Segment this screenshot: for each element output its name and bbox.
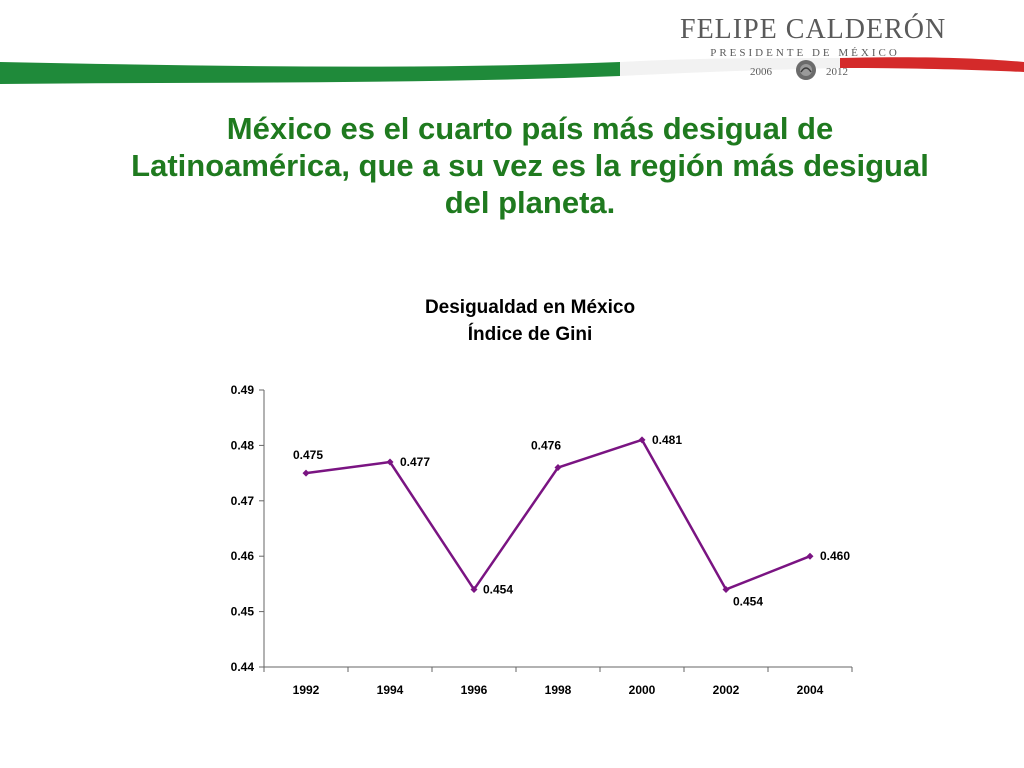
chart-title-main: Desigualdad en México: [424, 297, 636, 318]
x-tick-label: 1996: [461, 683, 488, 697]
data-label: 0.454: [733, 594, 763, 608]
band-green: [0, 62, 620, 84]
series-line: [305, 438, 811, 592]
x-tick-label: 2004: [797, 683, 824, 697]
slide-title-line-2: Latinoamérica, que a su vez es la región…: [131, 148, 929, 183]
chart-subtitle: Índice de Gini: [467, 324, 593, 345]
y-tick-label: 0.46: [231, 549, 255, 563]
x-tick-label: 1994: [377, 683, 404, 697]
brand-role: PRESIDENTE DE MÉXICO: [710, 47, 900, 59]
data-label: 0.476: [531, 439, 561, 453]
slide-title-line-1: México es el cuarto país más desigual de: [226, 111, 834, 146]
year-end: 2012: [826, 66, 848, 78]
chart-axes: 0.44 0.45 0.46 0.47 0.48 0.49 1992 1994 1996 1998…: [231, 383, 853, 697]
data-label: 0.460: [820, 549, 850, 563]
band-white: [620, 58, 840, 76]
y-tick-label: 0.45: [231, 605, 255, 619]
data-label: 0.477: [400, 455, 430, 469]
x-tick-label: 1998: [545, 683, 572, 697]
chart-series: [302, 436, 814, 593]
chart-data-labels: 0.475 0.477 0.454 0.476 0.481 0.454 0.460: [293, 433, 850, 609]
x-tick-label: 2000: [629, 683, 656, 697]
data-point-marker: [722, 585, 730, 593]
slide-title: México es el cuarto país más desigual de…: [80, 110, 980, 221]
y-tick-label: 0.47: [231, 494, 255, 508]
brand-logo: FELIPE CALDERÓN PRESIDENTE DE MÉXICO 200…: [680, 14, 947, 94]
x-tick-label: 1992: [293, 683, 320, 697]
data-point-marker: [302, 469, 310, 477]
y-tick-label: 0.48: [231, 438, 255, 452]
x-tick-label: 2002: [713, 683, 740, 697]
data-label: 0.481: [652, 433, 682, 447]
data-label: 0.454: [483, 582, 513, 596]
data-point-marker: [470, 585, 478, 593]
y-tick-label: 0.44: [231, 660, 255, 674]
data-point-marker: [806, 552, 814, 560]
data-point-marker: [554, 464, 562, 472]
year-start: 2006: [750, 66, 772, 78]
slide-title-line-3: del planeta.: [444, 185, 616, 220]
header-tricolor-band: [0, 57, 1024, 84]
data-label: 0.475: [293, 448, 323, 462]
band-red: [840, 57, 1024, 72]
chart-title: Desigualdad en México Índice de Gini: [330, 294, 730, 348]
y-tick-label: 0.49: [231, 383, 255, 397]
brand-name: FELIPE CALDERÓN: [680, 14, 947, 45]
data-point-marker: [386, 458, 394, 466]
national-seal-icon: [796, 60, 816, 80]
data-point-marker: [638, 436, 646, 444]
